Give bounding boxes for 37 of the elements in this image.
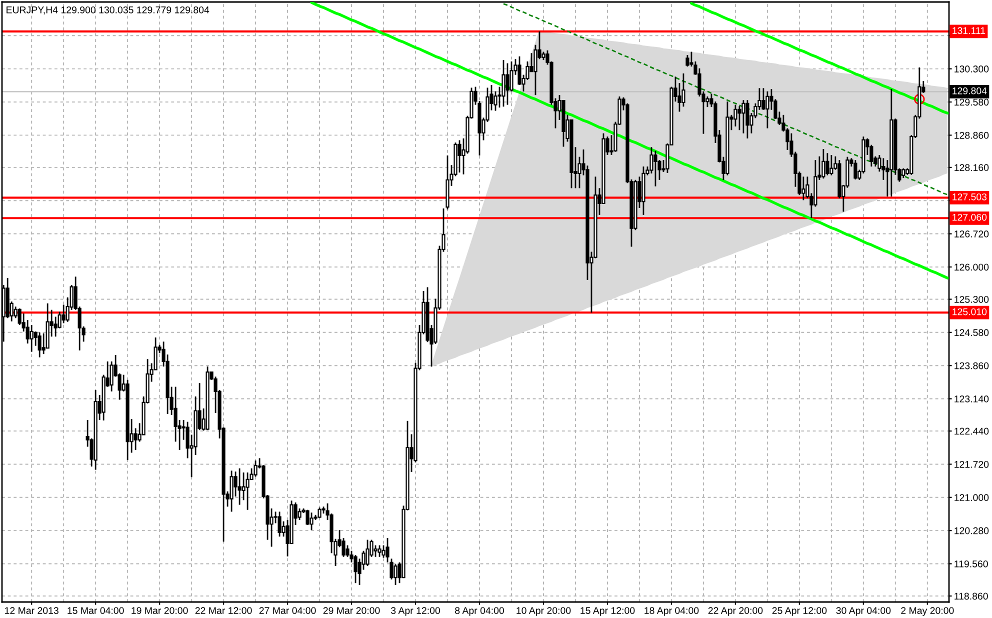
y-tick-label: 123.860 bbox=[954, 362, 989, 370]
x-tick-label: 12 Mar 2013 bbox=[5, 607, 58, 614]
y-tick-label: 128.160 bbox=[954, 164, 989, 172]
y-tick-label: 129.580 bbox=[954, 98, 989, 106]
x-tick-label: 10 Apr 20:00 bbox=[516, 607, 571, 616]
x-tick-label: 19 Mar 20:00 bbox=[132, 607, 188, 614]
x-tick-label: 27 Mar 04:00 bbox=[259, 607, 316, 614]
x-tick-label: 22 Apr 20:00 bbox=[708, 607, 763, 616]
y-tick-label: 122.440 bbox=[954, 428, 989, 435]
ref-line-label: 131.111 bbox=[952, 27, 986, 34]
chart-title: EURJPY,H4 129.900 130.035 129.779 129.804 bbox=[6, 6, 210, 14]
y-tick-label: 126.720 bbox=[954, 230, 989, 238]
y-tick-label: 126.000 bbox=[954, 264, 989, 271]
x-tick-label: 22 Mar 12:00 bbox=[195, 607, 252, 614]
x-tick-label: 2 May 20:00 bbox=[901, 607, 954, 616]
ref-line-label: 125.010 bbox=[952, 308, 987, 316]
ref-line-label: 127.060 bbox=[952, 214, 987, 221]
ref-line-label: 127.503 bbox=[952, 193, 987, 200]
y-tick-label: 121.720 bbox=[954, 460, 989, 468]
y-tick-label: 119.560 bbox=[954, 560, 988, 568]
y-tick-label: 124.580 bbox=[954, 329, 989, 336]
x-tick-label: 18 Apr 04:00 bbox=[644, 607, 699, 616]
y-tick-label: 118.860 bbox=[954, 592, 988, 600]
x-tick-label: 3 Apr 12:00 bbox=[391, 607, 440, 616]
ref-line-label: 129.804 bbox=[952, 87, 987, 94]
y-tick-label: 125.300 bbox=[954, 296, 989, 303]
x-tick-label: 30 Apr 04:00 bbox=[836, 607, 891, 616]
x-tick-label: 8 Apr 04:00 bbox=[455, 607, 504, 616]
y-tick-label: 123.140 bbox=[954, 396, 989, 402]
x-tick-label: 15 Mar 04:00 bbox=[68, 607, 124, 614]
y-tick-label: 121.000 bbox=[954, 494, 989, 502]
y-tick-label: 120.280 bbox=[954, 527, 989, 534]
x-tick-label: 25 Apr 12:00 bbox=[772, 607, 827, 616]
x-tick-label: 15 Apr 12:00 bbox=[580, 607, 635, 616]
x-tick-label: 29 Mar 20:00 bbox=[323, 607, 380, 614]
y-tick-label: 130.300 bbox=[954, 66, 989, 72]
y-tick-label: 128.860 bbox=[954, 132, 989, 139]
